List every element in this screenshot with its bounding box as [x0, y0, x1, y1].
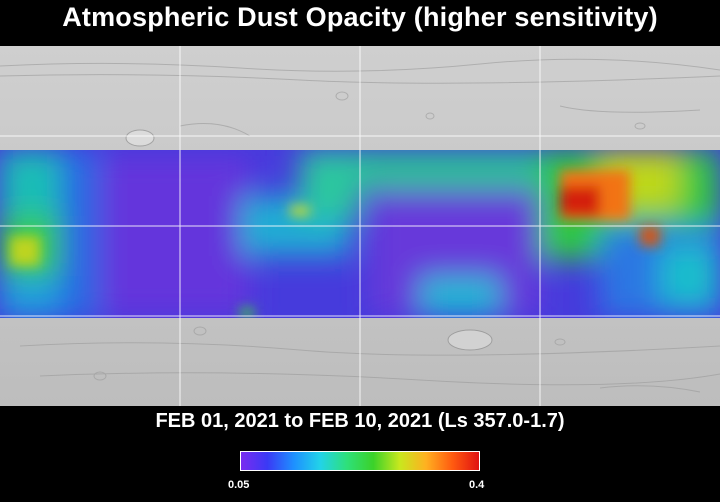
colorbar-max-label: 0.4 [469, 479, 485, 491]
date-range-subtitle: FEB 01, 2021 to FEB 10, 2021 (Ls 357.0-1… [155, 410, 565, 432]
dust-opacity-map [0, 46, 720, 406]
colorbar-min-label: 0.05 [228, 479, 250, 491]
terrain-texture [0, 58, 720, 393]
page-title: Atmospheric Dust Opacity (higher sensiti… [62, 2, 658, 32]
dust-opacity-band [0, 150, 720, 318]
graticule [0, 46, 720, 406]
colorbar-legend [240, 451, 480, 471]
